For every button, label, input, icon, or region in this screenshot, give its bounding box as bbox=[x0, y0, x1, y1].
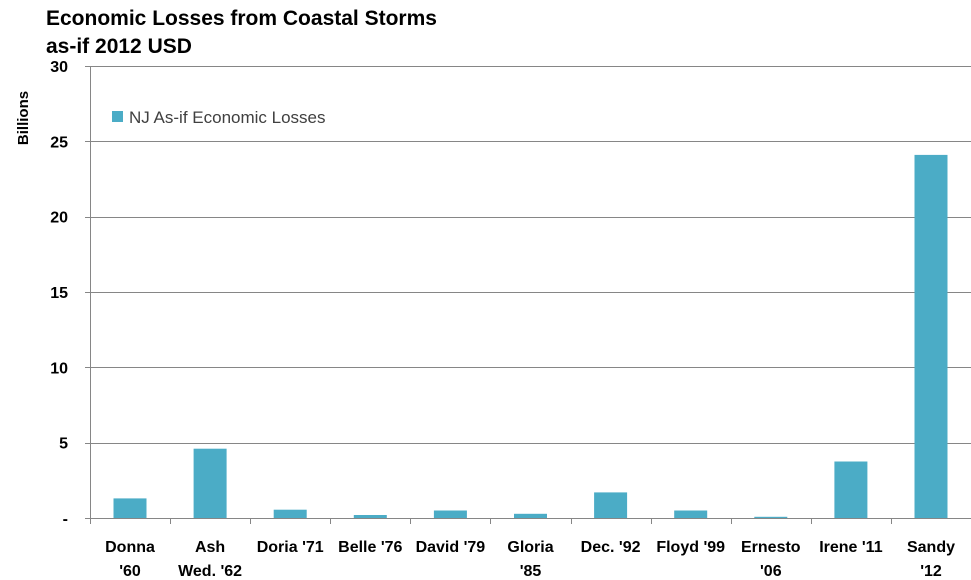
bar bbox=[353, 515, 387, 518]
y-tick-label: 25 bbox=[50, 134, 68, 151]
x-tick-label: Donna bbox=[105, 539, 155, 556]
chart-title-line-1: Economic Losses from Coastal Storms bbox=[46, 7, 437, 30]
x-tick-label: Sandy bbox=[907, 539, 955, 556]
x-tick-label: Ash bbox=[195, 539, 225, 556]
x-tick-label: '12 bbox=[920, 563, 942, 580]
legend-swatch bbox=[112, 111, 123, 122]
bar bbox=[273, 509, 307, 518]
x-tick-label: Dec. '92 bbox=[581, 539, 641, 556]
x-tick-label: Irene '11 bbox=[819, 539, 883, 556]
chart-title-line-2: as-if 2012 USD bbox=[46, 35, 192, 58]
y-tick-label: - bbox=[63, 511, 68, 528]
y-tick-label: 20 bbox=[50, 210, 68, 227]
bars bbox=[113, 154, 948, 518]
bar bbox=[514, 513, 547, 518]
legend: NJ As-if Economic Losses bbox=[112, 108, 326, 127]
y-tick-label: 30 bbox=[50, 59, 68, 76]
bar bbox=[594, 492, 628, 518]
x-tick-label: '06 bbox=[760, 563, 782, 580]
y-tick-label: 5 bbox=[59, 436, 68, 453]
x-tick-labels: Donna '60 Ash Wed. '62 Doria '71 Belle '76 Dav… bbox=[105, 539, 955, 580]
x-tick-label: Gloria bbox=[507, 539, 553, 556]
x-tick-label: Ernesto bbox=[741, 539, 801, 556]
x-tick-label: Doria '71 bbox=[257, 539, 324, 556]
bar bbox=[754, 516, 788, 518]
bar bbox=[113, 498, 147, 518]
bar bbox=[674, 510, 708, 518]
y-tick-label: 10 bbox=[50, 360, 68, 377]
bar bbox=[433, 510, 467, 518]
x-tick-label: David '79 bbox=[416, 539, 486, 556]
legend-label: NJ As-if Economic Losses bbox=[129, 108, 326, 127]
bar bbox=[193, 448, 227, 518]
bar bbox=[914, 154, 948, 518]
x-tick-label: '85 bbox=[520, 563, 542, 580]
gridlines bbox=[90, 66, 971, 444]
y-tick-labels: - 5 10 15 20 25 30 bbox=[50, 59, 68, 528]
y-tick-label: 15 bbox=[50, 285, 68, 302]
x-tick-label: Belle '76 bbox=[338, 539, 402, 556]
bar bbox=[834, 461, 868, 518]
x-tick-label: Wed. '62 bbox=[178, 563, 242, 580]
y-axis-label: Billions bbox=[15, 91, 32, 145]
x-tick-label: '60 bbox=[119, 563, 141, 580]
x-tick-label: Floyd '99 bbox=[656, 539, 725, 556]
axes bbox=[85, 66, 971, 524]
